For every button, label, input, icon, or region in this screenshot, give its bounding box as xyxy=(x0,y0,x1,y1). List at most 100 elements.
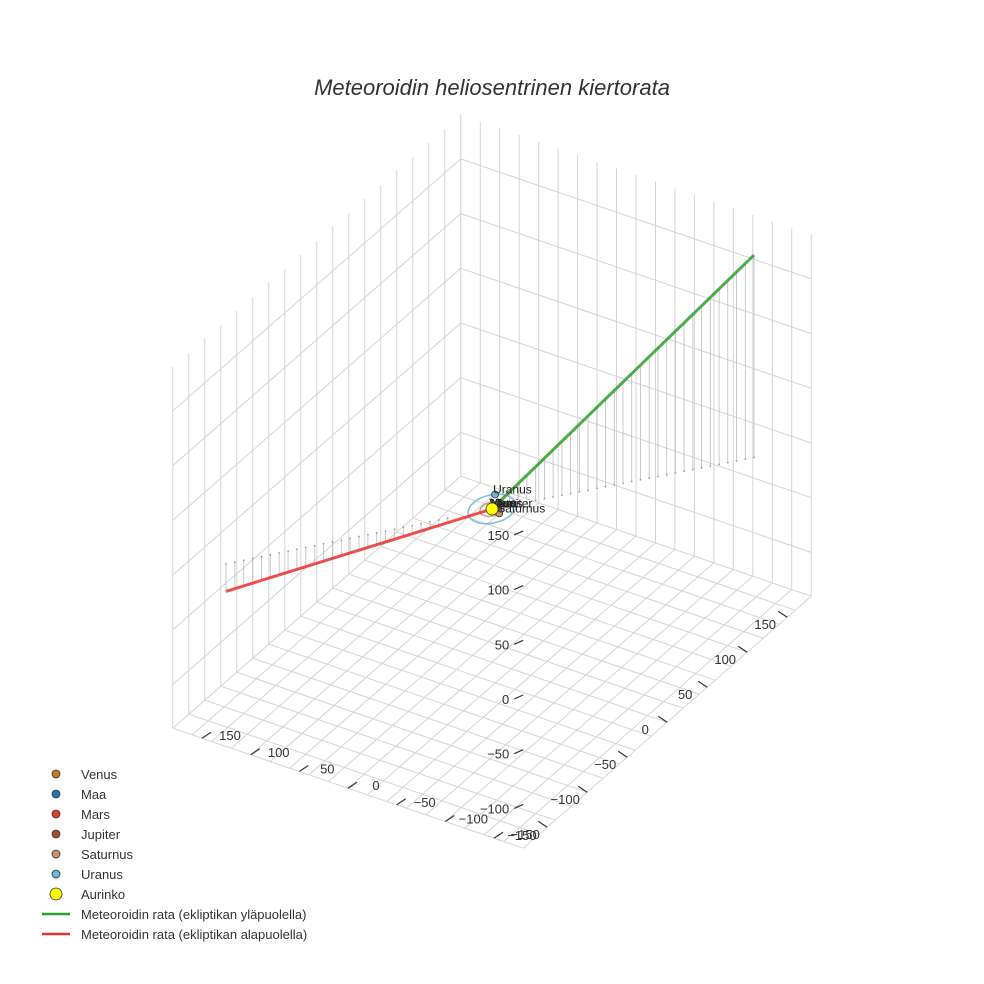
x-tick xyxy=(396,798,407,806)
grid-line xyxy=(428,503,780,625)
legend-label: Saturnus xyxy=(81,847,134,862)
grid-line xyxy=(204,699,556,821)
grid-line xyxy=(460,158,812,280)
grid-line xyxy=(332,587,684,709)
drop-point xyxy=(375,531,378,534)
y-tick-label: 50 xyxy=(678,687,692,702)
grid-line xyxy=(460,267,812,389)
grid-line xyxy=(188,713,540,835)
grid-line xyxy=(220,685,572,807)
grid-line xyxy=(460,431,812,553)
y-tick-label: −50 xyxy=(594,757,616,772)
drop-point xyxy=(543,497,546,500)
legend-marker-venus xyxy=(51,769,61,779)
grid-line xyxy=(316,601,668,723)
drop-point xyxy=(744,458,747,461)
legend-label: Meteoroidin rata (ekliptikan yläpuolella… xyxy=(81,907,306,922)
drop-point xyxy=(552,496,554,498)
z-tick-label: 150 xyxy=(487,528,509,543)
drop-point xyxy=(753,456,755,459)
legend-label: Jupiter xyxy=(81,827,121,842)
drop-point xyxy=(437,519,440,521)
drop-point xyxy=(251,557,254,560)
drop-point xyxy=(278,552,281,554)
drop-point xyxy=(393,528,396,531)
drop-point xyxy=(402,526,405,529)
legend-marker-maa xyxy=(51,789,61,799)
drop-point xyxy=(630,480,633,483)
drop-point xyxy=(587,489,589,491)
drop-point xyxy=(526,501,528,503)
grid-line xyxy=(284,629,636,751)
grid-layer xyxy=(172,115,812,849)
x-tick-label: 150 xyxy=(219,728,241,743)
body-label: Saturnus xyxy=(497,501,545,515)
drop-point xyxy=(657,475,659,478)
z-tick xyxy=(513,803,524,809)
drop-point xyxy=(331,541,334,543)
legend-label: Uranus xyxy=(81,867,123,882)
grid-line xyxy=(460,213,812,335)
y-tick-label: −100 xyxy=(551,792,580,807)
drop-point xyxy=(304,546,307,549)
body-uranus xyxy=(491,490,500,499)
z-tick xyxy=(513,749,524,755)
x-tick xyxy=(298,765,309,772)
drop-point xyxy=(234,561,236,564)
x-tick xyxy=(347,781,358,789)
x-tick-label: 50 xyxy=(320,762,334,777)
drop-point xyxy=(242,559,245,562)
legend-marker-aurinko xyxy=(49,887,63,901)
drop-point xyxy=(358,535,360,538)
body-aurinko xyxy=(485,502,499,516)
grid-line xyxy=(460,322,812,444)
grid-line xyxy=(348,573,700,695)
drop-point xyxy=(578,490,581,493)
legend-label: Maa xyxy=(81,787,107,802)
grid-line xyxy=(236,671,588,793)
x-tick-label: −150 xyxy=(507,828,536,843)
trajectory-above-ecliptic xyxy=(490,254,756,511)
drop-point xyxy=(260,555,263,558)
legend-label: Mars xyxy=(81,807,110,822)
grid-line xyxy=(172,267,462,521)
drop-point xyxy=(561,494,563,497)
grid-line xyxy=(412,517,764,639)
chart-title: Meteoroidin heliosentrinen kiertorata xyxy=(314,75,670,100)
y-tick xyxy=(697,680,708,688)
drop-point xyxy=(420,522,422,525)
drop-point xyxy=(534,499,537,502)
y-tick xyxy=(537,820,548,828)
grid-line xyxy=(380,545,732,667)
grid-line xyxy=(364,559,716,681)
legend-marker-saturnus xyxy=(51,849,61,859)
legend-label: Aurinko xyxy=(81,887,125,902)
drop-point xyxy=(517,502,520,505)
drop-point xyxy=(595,487,598,490)
z-tick-label: 100 xyxy=(487,583,509,598)
drop-point xyxy=(604,485,607,488)
x-tick xyxy=(201,731,212,739)
drop-point xyxy=(639,478,642,481)
y-tick-label: 0 xyxy=(642,722,649,737)
body-label: Uranus xyxy=(493,483,532,497)
x-tick xyxy=(493,831,504,839)
z-tick xyxy=(513,639,524,645)
x-tick-label: 0 xyxy=(372,778,379,793)
x-tick-label: −50 xyxy=(414,795,436,810)
drop-point xyxy=(709,465,712,467)
drop-point xyxy=(322,542,325,545)
drop-point xyxy=(674,472,677,474)
drop-point xyxy=(313,544,316,547)
grid-line xyxy=(268,643,620,765)
drop-point xyxy=(287,550,289,553)
drop-point xyxy=(367,533,369,536)
legend-marker-mars xyxy=(51,809,61,819)
grid-line xyxy=(172,432,462,685)
drop-point xyxy=(726,461,729,464)
drop-point xyxy=(718,463,720,466)
drop-point xyxy=(665,473,668,476)
drop-point xyxy=(340,539,343,542)
trajectory-layer xyxy=(225,254,756,593)
y-tick-label: −150 xyxy=(511,827,540,842)
